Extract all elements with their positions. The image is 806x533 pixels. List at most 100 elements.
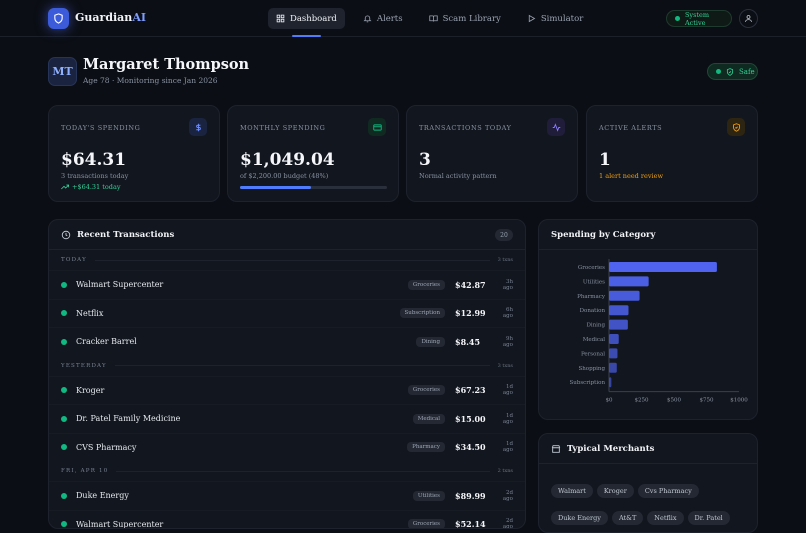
trend-up-icon (61, 184, 69, 190)
category-tag: Utilities (412, 490, 445, 501)
stat-card-today-spending: TODAY'S SPENDING $64.31 3 transactions t… (48, 105, 220, 202)
panel-header: Recent Transactions 20 (49, 220, 525, 250)
user-icon (745, 15, 752, 22)
group-count: 3 txns (497, 257, 513, 263)
status-dot (61, 415, 67, 422)
stat-label: TODAY'S SPENDING (61, 124, 141, 132)
x-tick-label: $0 (606, 398, 613, 404)
nav-dashboard[interactable]: Dashboard (268, 8, 345, 37)
stat-trend-text: +$64.31 today (72, 183, 121, 191)
category-tag: Medical (412, 413, 445, 424)
amount: $12.99 (455, 308, 486, 318)
store-icon (551, 444, 561, 453)
user-menu-button[interactable] (739, 9, 758, 28)
table-row[interactable]: Kroger Groceries $67.23 1d ago (49, 375, 525, 404)
amount: $52.14 (455, 519, 486, 529)
brand-name: GuardianAI (75, 11, 146, 24)
main-nav: Dashboard Alerts Scam Library Simulator (268, 8, 601, 37)
merchant-chip-list: Walmart Kroger Cvs Pharmacy Duke Energy At&T… (551, 478, 747, 532)
category-bar-chart: Groceries Utilities Pharmacy Donation Dining… (570, 259, 748, 404)
stat-subtext: Normal activity pattern (419, 172, 497, 180)
time-ago: 1d ago (502, 384, 513, 396)
clock-icon (61, 230, 71, 239)
shield-check-icon (726, 67, 734, 76)
stat-label: MONTHLY SPENDING (240, 124, 326, 132)
amount: $15.00 (455, 413, 486, 424)
group-count: 3 txns (497, 362, 513, 369)
merchant-chip[interactable]: Duke Energy (551, 511, 608, 525)
status-dot (61, 310, 67, 316)
category-tag: Dining (416, 336, 445, 347)
category-bar (609, 348, 618, 359)
category-bar (609, 334, 619, 344)
group-label: FRI, APR 10 (61, 468, 109, 474)
status-dot (61, 444, 67, 450)
divider (114, 365, 490, 366)
shield-icon (727, 118, 745, 136)
table-row[interactable]: Cracker Barrel Dining $8.45 9h ago (49, 327, 525, 355)
wallet-icon (368, 118, 386, 136)
date-group-header: FRI, APR 10 2 txns (49, 461, 525, 481)
group-label: TODAY (61, 257, 87, 263)
book-icon (428, 15, 438, 22)
merchant-chip[interactable]: At&T (611, 511, 644, 525)
merchant-chip[interactable]: Netflix (647, 511, 684, 525)
time-ago: 1d ago (502, 412, 513, 425)
category-tag: Pharmacy (407, 442, 445, 452)
category-bar (609, 276, 649, 287)
x-tick-label: $1000 (730, 398, 748, 404)
category-tick-label: Pharmacy (577, 294, 606, 300)
status-dot (61, 338, 67, 345)
stat-value: 1 (599, 150, 611, 170)
chart-title: Spending by Category (551, 229, 656, 240)
nav-label: Scam Library (442, 13, 501, 24)
amount: $42.87 (455, 279, 486, 290)
stat-subtext: 3 transactions today (61, 172, 129, 180)
merchant-name: Walmart Supercenter (76, 519, 164, 529)
stat-value: $64.31 (61, 150, 127, 170)
merchant-chip[interactable]: Cvs Pharmacy (637, 484, 699, 498)
shield-logo-icon[interactable] (48, 8, 69, 29)
system-status-text: System Active (684, 10, 710, 27)
category-bar (609, 305, 629, 316)
time-ago: 6h ago (502, 307, 513, 319)
merchant-name: Duke Energy (76, 491, 129, 500)
category-bar (609, 290, 640, 301)
nav-simulator[interactable]: Simulator (519, 8, 591, 29)
table-row[interactable]: Walmart Supercenter Groceries $42.87 3h ago (49, 270, 525, 298)
category-bar (609, 362, 617, 373)
merchant-name: Dr. Patel Family Medicine (76, 414, 181, 423)
stat-subtext: of $2,200.00 budget (48%) (240, 172, 329, 180)
stat-card-active-alerts[interactable]: ACTIVE ALERTS 1 1 alert need review (586, 105, 758, 202)
top-bar: GuardianAI Dashboard Alerts Scam Library… (0, 0, 806, 37)
category-tick-label: Shopping (579, 366, 606, 372)
status-dot (61, 492, 67, 499)
budget-progress-fill (240, 186, 311, 189)
stat-subtext: 1 alert need review (599, 172, 664, 180)
play-icon (528, 14, 536, 23)
category-tag: Groceries (407, 279, 445, 290)
spending-by-category-panel: Spending by Category Groceries Utilities P… (538, 219, 758, 420)
dollar-icon (189, 118, 207, 136)
x-tick-label: $750 (700, 398, 714, 404)
merchant-chip[interactable]: Dr. Patel (687, 511, 730, 525)
amount: $8.45 (455, 336, 481, 347)
table-row[interactable]: CVS Pharmacy Pharmacy $34.50 1d ago (49, 432, 525, 461)
stat-value: $1,049.04 (240, 150, 335, 170)
date-group-header: TODAY 3 txns (49, 250, 525, 270)
category-tick-label: Dining (586, 323, 605, 329)
merchant-chip[interactable]: Walmart (551, 484, 593, 498)
table-row[interactable]: Dr. Patel Family Medicine Medical $15.00 1d… (49, 404, 525, 432)
table-row[interactable]: Duke Energy Utilities $89.99 2d ago (49, 481, 525, 509)
category-tick-label: Subscription (570, 380, 606, 386)
nav-alerts[interactable]: Alerts (355, 8, 411, 29)
stat-trend: +$64.31 today (61, 183, 121, 191)
category-tick-label: Donation (580, 308, 606, 314)
table-row[interactable]: Walmart Supercenter Groceries $52.14 2d ago (49, 509, 525, 529)
table-row[interactable]: Netflix Subscription $12.99 6h ago (49, 298, 525, 327)
nav-scam-library[interactable]: Scam Library (421, 8, 509, 29)
date-group-header: YESTERDAY 3 txns (49, 356, 525, 376)
merchant-chip[interactable]: Kroger (596, 484, 634, 498)
panel-header: Spending by Category (539, 220, 757, 250)
transaction-count-badge: 20 (495, 229, 513, 241)
